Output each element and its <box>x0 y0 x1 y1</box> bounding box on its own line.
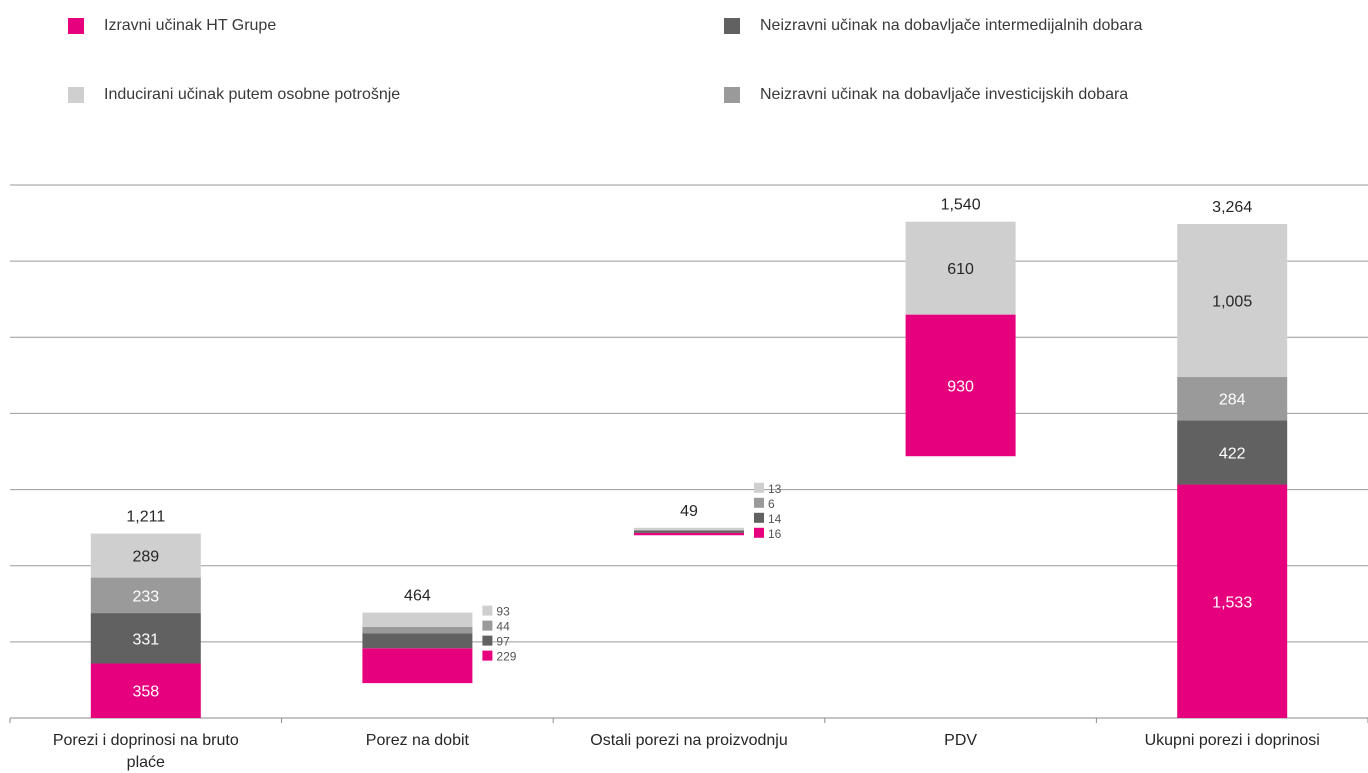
side-label-swatch <box>482 635 493 646</box>
bar-segment <box>634 529 744 531</box>
legend-item-intermediate: Neizravni učinak na dobavljače intermedi… <box>724 17 1142 35</box>
data-label: 284 <box>1219 392 1246 409</box>
data-label: 14 <box>768 512 782 526</box>
data-label: 6 <box>768 497 775 511</box>
x-tick-label: plaće <box>127 754 165 771</box>
bar-segment <box>905 221 1016 315</box>
legend-item-induced: Inducirani učinak putem osobne potrošnje <box>68 86 400 104</box>
legend-swatch-intermediate <box>724 18 740 34</box>
bar-segment <box>1177 420 1288 485</box>
bar-segment <box>90 613 201 664</box>
side-label-swatch <box>482 605 493 616</box>
legend-label-induced: Inducirani učinak putem osobne potrošnje <box>104 86 401 103</box>
total-label: 464 <box>404 588 431 605</box>
x-tick-label: Ukupni porezi i doprinosi <box>1145 732 1320 749</box>
x-tick-label: Porez na dobit <box>366 732 470 749</box>
bar-segment <box>1177 484 1288 718</box>
data-label: 229 <box>496 650 516 664</box>
bar-segment <box>634 530 744 533</box>
bar-segment <box>1177 377 1288 421</box>
legend-label-direct: Izravni učinak HT Grupe <box>104 17 277 34</box>
data-label: 422 <box>1219 445 1246 462</box>
bar-segment <box>362 626 473 634</box>
data-label: 13 <box>768 482 782 496</box>
data-label: 97 <box>496 635 510 649</box>
legend-label-intermediate: Neizravni učinak na dobavljače intermedi… <box>760 17 1143 34</box>
side-label-swatch <box>754 482 764 493</box>
bar-segment <box>362 648 473 684</box>
data-label: 358 <box>132 684 159 701</box>
legend-item-investment: Neizravni učinak na dobavljače investici… <box>724 86 1128 104</box>
data-label: 1,005 <box>1212 294 1252 311</box>
bar-segment <box>1177 223 1288 378</box>
x-tick-label: Porezi i doprinosi na bruto <box>53 732 239 749</box>
data-label: 289 <box>132 549 159 566</box>
side-label-swatch <box>754 497 764 508</box>
bar-segment <box>362 612 473 627</box>
data-label: 16 <box>768 527 782 541</box>
bar-segment <box>90 577 201 614</box>
x-tick-label: Ostali porezi na proizvodnju <box>590 732 787 749</box>
bar-segment <box>90 533 201 578</box>
data-label: 1,533 <box>1212 594 1252 611</box>
total-label: 49 <box>680 503 698 520</box>
data-label: 44 <box>496 620 510 634</box>
legend-swatch-direct <box>68 18 84 34</box>
total-label: 3,264 <box>1212 199 1252 216</box>
side-label-swatch <box>754 527 764 538</box>
bar-segment <box>905 314 1016 457</box>
side-label-swatch <box>482 620 493 631</box>
legend-swatch-induced <box>68 87 84 103</box>
bar-segment <box>362 633 473 649</box>
side-label-swatch <box>482 650 493 661</box>
total-label: 1,540 <box>941 197 981 214</box>
legend: Izravni učinak HT Grupe Inducirani učina… <box>0 0 1368 120</box>
legend-swatch-investment <box>724 87 740 103</box>
total-label: 1,211 <box>126 509 165 526</box>
x-tick-label: PDV <box>944 732 977 749</box>
data-label: 930 <box>947 378 974 395</box>
legend-item-direct: Izravni učinak HT Grupe <box>68 17 276 35</box>
bar-segment <box>90 663 201 718</box>
side-label-swatch <box>754 512 764 523</box>
data-label: 93 <box>496 605 510 619</box>
data-label: 233 <box>132 588 159 605</box>
legend-label-investment: Neizravni učinak na dobavljače investici… <box>760 86 1129 103</box>
bar-segment <box>634 527 744 530</box>
data-label: 610 <box>947 261 974 278</box>
data-label: 331 <box>132 631 159 648</box>
bar-segment <box>634 532 744 536</box>
